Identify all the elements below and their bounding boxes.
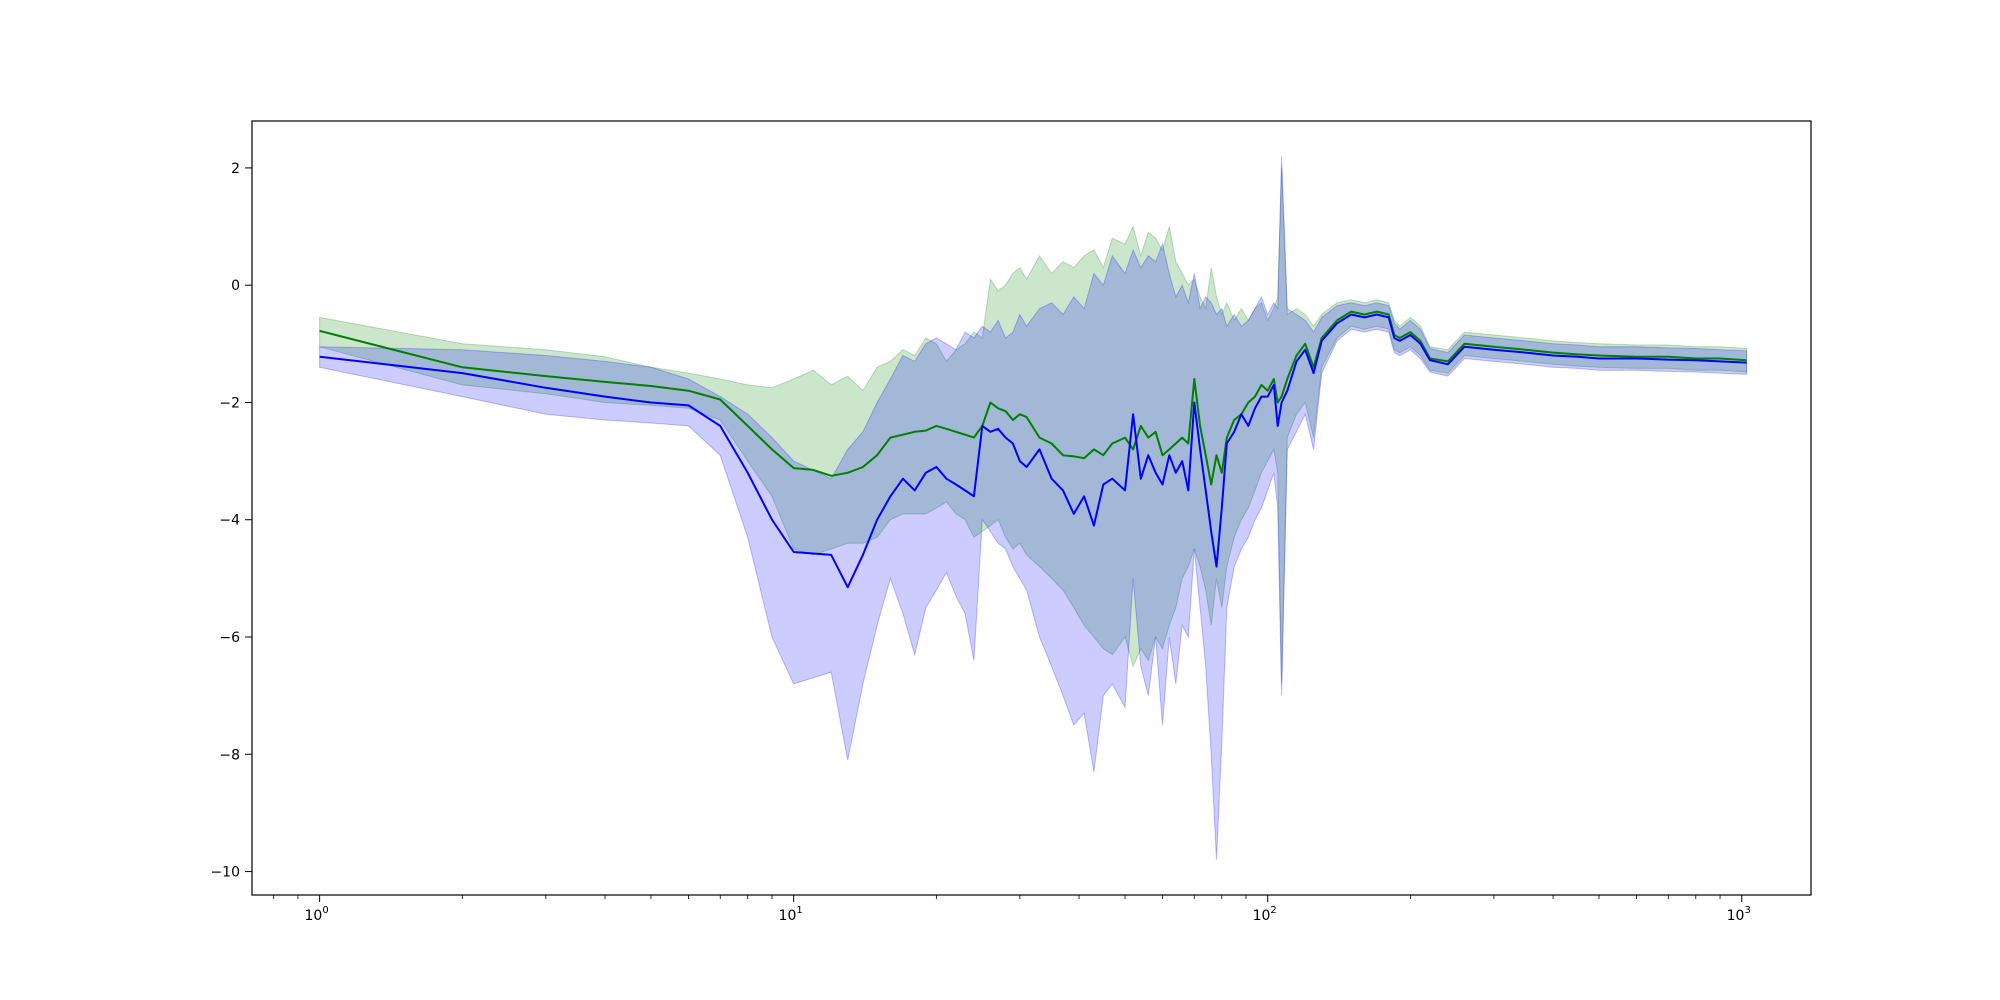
series-lines — [319, 310, 1747, 589]
x-tick-exponent: 2 — [1270, 905, 1276, 916]
y-tick-label: −2 — [219, 395, 240, 411]
y-tick-label: 0 — [231, 278, 240, 294]
x-tick-exponent: 3 — [1744, 905, 1750, 916]
y-tick-label: 2 — [231, 161, 240, 177]
y-tick-label: −8 — [219, 747, 240, 763]
x-tick-exponent: 0 — [322, 905, 328, 916]
y-axis: 2 0 −2 −4 −6 −8 −10 — [210, 161, 252, 881]
y-tick-label: −10 — [210, 865, 240, 881]
series-0-line — [319, 310, 1747, 486]
x-axis: 100 101 102 103 — [273, 895, 1751, 924]
y-tick-label: −6 — [219, 630, 240, 646]
series-1-line — [319, 313, 1747, 589]
x-tick-exponent: 1 — [796, 905, 802, 916]
plot-frame — [251, 120, 1812, 896]
y-tick-label: −4 — [219, 513, 240, 529]
series-1-band — [319, 156, 1748, 860]
